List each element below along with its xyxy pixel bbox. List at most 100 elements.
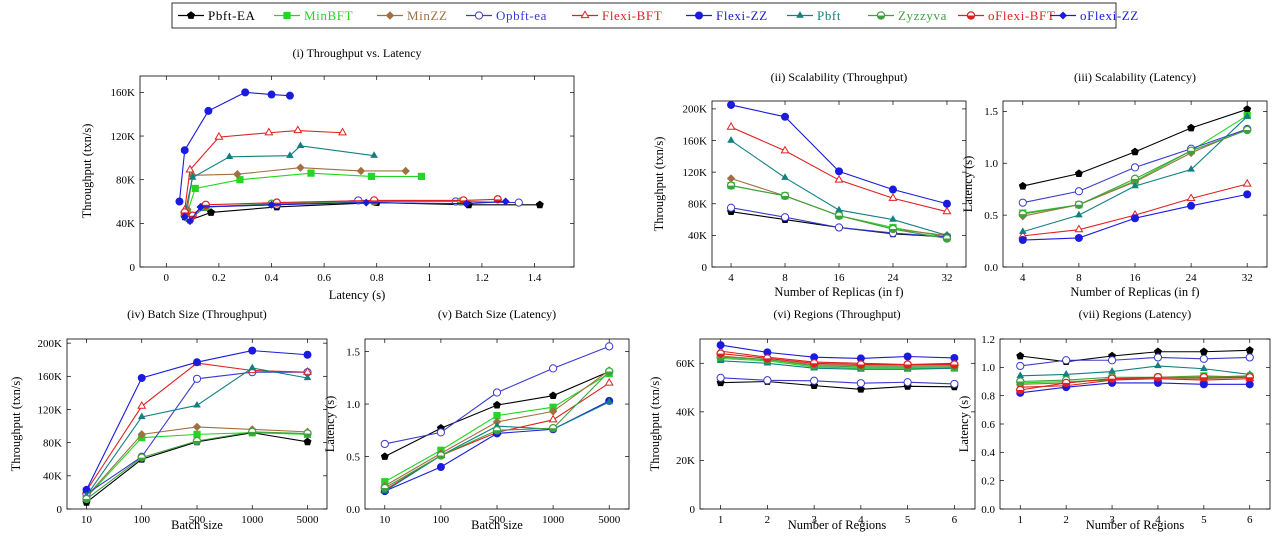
y-axis-label: Throughput (txn/s) — [80, 124, 94, 219]
data-point — [781, 112, 790, 121]
data-point — [888, 224, 898, 234]
x-axis-label: Number of Regions — [1086, 518, 1185, 532]
y-tick-label: 0 — [702, 262, 708, 274]
chart-p7: 0.0 0.2 0.4 0.6 0.8 1.0 1.2 1 2 3 4 5 6 (vii) Regions… — [957, 307, 1271, 532]
x-tick-label: 2 — [765, 514, 771, 526]
y-tick-label: 120K — [38, 404, 63, 416]
data-point — [188, 173, 197, 180]
x-tick-label: 500 — [489, 514, 506, 526]
series-line — [1020, 356, 1250, 367]
legend-label: Pbft-EA — [208, 8, 256, 23]
data-point — [370, 151, 378, 158]
y-tick-label: 0.0 — [981, 504, 995, 516]
data-point — [1016, 351, 1025, 360]
series-oflexi-bft — [1016, 373, 1254, 395]
series-line — [720, 356, 955, 368]
y-tick-label: 200K — [683, 104, 708, 116]
data-point — [1074, 200, 1084, 209]
data-point — [196, 202, 205, 211]
data-point — [137, 400, 147, 409]
x-axis-label: Latency (s) — [329, 288, 386, 302]
data-point — [303, 373, 312, 381]
legend-label: Flexi-BFT — [602, 8, 662, 23]
y-tick-label: 20K — [676, 455, 695, 467]
data-point — [1154, 361, 1162, 369]
data-point — [207, 208, 216, 216]
data-point — [1061, 378, 1071, 388]
x-tick-label: 1000 — [241, 514, 264, 526]
x-axis-label: Batch size — [471, 518, 523, 532]
x-tick-label: 6 — [952, 514, 958, 526]
y-axis: 0.0 0.5 1.0 1.5 — [984, 106, 1267, 274]
data-point — [716, 349, 725, 358]
legend-item-flexi-bft: Flexi-BFT — [572, 8, 662, 23]
data-point — [716, 373, 725, 382]
x-tick-label: 8 — [782, 272, 788, 284]
plot-frame — [699, 338, 976, 510]
data-point — [180, 212, 189, 221]
data-point — [286, 151, 294, 158]
data-point — [514, 198, 523, 207]
data-point — [727, 100, 736, 109]
y-tick-label: 120K — [111, 131, 136, 143]
y-tick-label: 160K — [38, 371, 63, 383]
y-tick-label: 1.5 — [346, 346, 360, 358]
data-point — [548, 423, 558, 433]
legend-marker-flexi-zz — [695, 11, 703, 20]
x-axis: 1 2 3 4 5 6 — [718, 339, 958, 526]
x-tick-label: 1 — [427, 272, 433, 284]
data-point — [888, 185, 897, 194]
x-tick-label: 6 — [1247, 514, 1253, 526]
data-point — [716, 341, 725, 350]
x-tick-label: 4 — [1155, 514, 1161, 526]
legend-label: Pbft — [817, 8, 841, 23]
data-point — [1018, 198, 1027, 207]
chart-title: (iv) Batch Size (Throughput) — [127, 307, 267, 321]
series-layer — [726, 100, 952, 243]
chart-title: (v) Batch Size (Latency) — [438, 307, 556, 321]
data-point — [1245, 373, 1254, 382]
x-axis-label: Number of Replicas (in f) — [774, 285, 903, 299]
x-tick-label: 2 — [1063, 514, 1069, 526]
data-point — [267, 200, 276, 209]
series-line — [1020, 378, 1250, 388]
y-tick-label: 40K — [43, 471, 62, 483]
x-tick-label: 0.2 — [212, 272, 226, 284]
data-point — [462, 199, 471, 208]
series-flexi-zz — [175, 88, 294, 206]
y-tick-label: 160K — [111, 87, 136, 99]
data-point — [1199, 373, 1209, 382]
data-point — [380, 439, 389, 449]
x-tick-label: 32 — [1242, 272, 1253, 284]
data-point — [726, 121, 736, 130]
data-point — [726, 203, 736, 212]
y-tick-label: 0.4 — [981, 447, 995, 459]
data-point — [834, 223, 844, 232]
y-tick-label: 0.2 — [981, 475, 995, 487]
plot-frame — [711, 100, 967, 268]
series-oflexi-zz — [180, 197, 510, 226]
data-point — [1018, 227, 1027, 234]
series-line — [720, 344, 955, 359]
series-line — [720, 357, 955, 369]
data-point — [1131, 214, 1139, 223]
data-point — [192, 374, 202, 383]
series-line — [720, 353, 955, 366]
y-tick-label: 0.5 — [984, 210, 998, 222]
data-point — [763, 348, 772, 357]
data-point — [492, 388, 502, 397]
series-line — [186, 172, 422, 213]
x-tick-label: 8 — [1076, 272, 1082, 284]
data-point — [942, 206, 952, 215]
y-tick-label: 40K — [688, 230, 707, 242]
data-point — [1199, 347, 1208, 356]
data-point — [1016, 377, 1025, 386]
series-line — [1020, 349, 1250, 363]
plot-frame — [999, 338, 1271, 510]
data-point — [605, 342, 614, 351]
data-point — [810, 376, 819, 385]
data-point — [888, 193, 898, 201]
data-point — [1130, 163, 1140, 172]
data-point — [763, 376, 772, 385]
legend-marker-minbft — [283, 11, 291, 20]
